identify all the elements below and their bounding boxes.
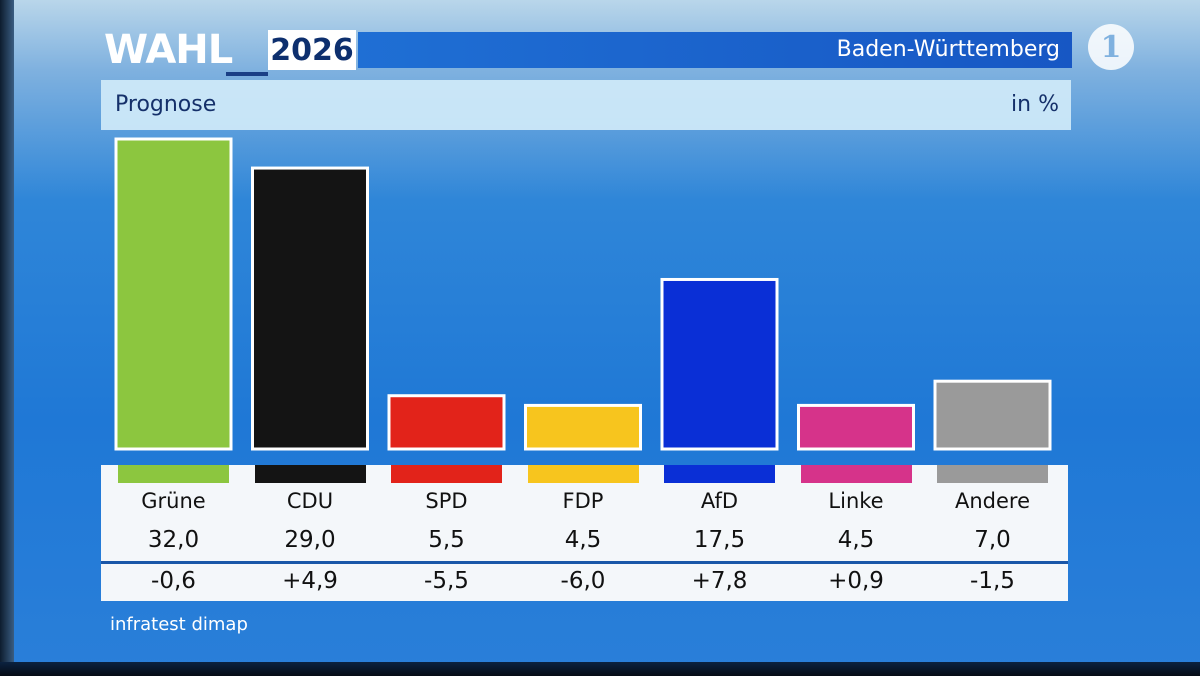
party-value: 4,5 — [564, 527, 602, 553]
results-table — [101, 465, 1068, 601]
chart-title: Prognose — [115, 92, 217, 117]
party-change: +0,9 — [828, 568, 884, 594]
bar-cdu — [251, 166, 369, 451]
party-value: 29,0 — [284, 527, 336, 553]
party-name: AfD — [700, 489, 739, 513]
region-label: Baden-Württemberg — [836, 37, 1060, 62]
party-color-strip — [800, 465, 912, 483]
election-year: 2026 — [268, 30, 356, 70]
party-value: 4,5 — [837, 527, 875, 553]
party-change: +4,9 — [282, 568, 338, 594]
logo-underline — [226, 72, 268, 76]
party-change: -5,5 — [424, 568, 469, 594]
party-change: -6,0 — [560, 568, 606, 594]
party-value: 7,0 — [974, 527, 1011, 553]
party-change: +7,8 — [691, 568, 748, 594]
region-bar: Baden-Württemberg — [358, 32, 1072, 68]
party-value: 5,5 — [428, 527, 465, 553]
party-value: 17,5 — [693, 527, 746, 553]
bar-afd — [660, 277, 779, 451]
party-color-strip — [527, 465, 639, 483]
party-name: Linke — [828, 489, 884, 513]
party-name: CDU — [286, 489, 334, 513]
bar-spd — [387, 394, 506, 451]
party-color-strip — [254, 465, 366, 483]
bar-andere — [933, 379, 1052, 451]
source-label: infratest dimap — [110, 614, 248, 635]
chart-subheader: Prognose in % — [101, 80, 1071, 130]
party-name: FDP — [562, 489, 604, 513]
party-change: -1,5 — [970, 568, 1015, 594]
tv-bezel-bottom — [0, 662, 1200, 676]
party-color-strip — [937, 465, 1048, 483]
bar-linke — [797, 403, 915, 451]
party-color-strip — [391, 465, 502, 483]
party-color-strip — [118, 465, 229, 483]
party-name: Andere — [954, 489, 1031, 513]
party-value: 32,0 — [147, 527, 200, 553]
party-name: SPD — [425, 489, 468, 513]
tv-bezel — [0, 0, 14, 676]
bar-grüne — [114, 137, 233, 451]
wahl-logo: WAHL — [104, 27, 233, 73]
unit-label: in % — [1011, 92, 1059, 117]
bar-fdp — [524, 403, 642, 451]
channel-logo-icon: 1 — [1088, 24, 1134, 70]
party-name: Grüne — [141, 489, 206, 513]
party-color-strip — [664, 465, 775, 483]
table-divider — [101, 561, 1068, 564]
party-change: -0,6 — [151, 568, 196, 594]
